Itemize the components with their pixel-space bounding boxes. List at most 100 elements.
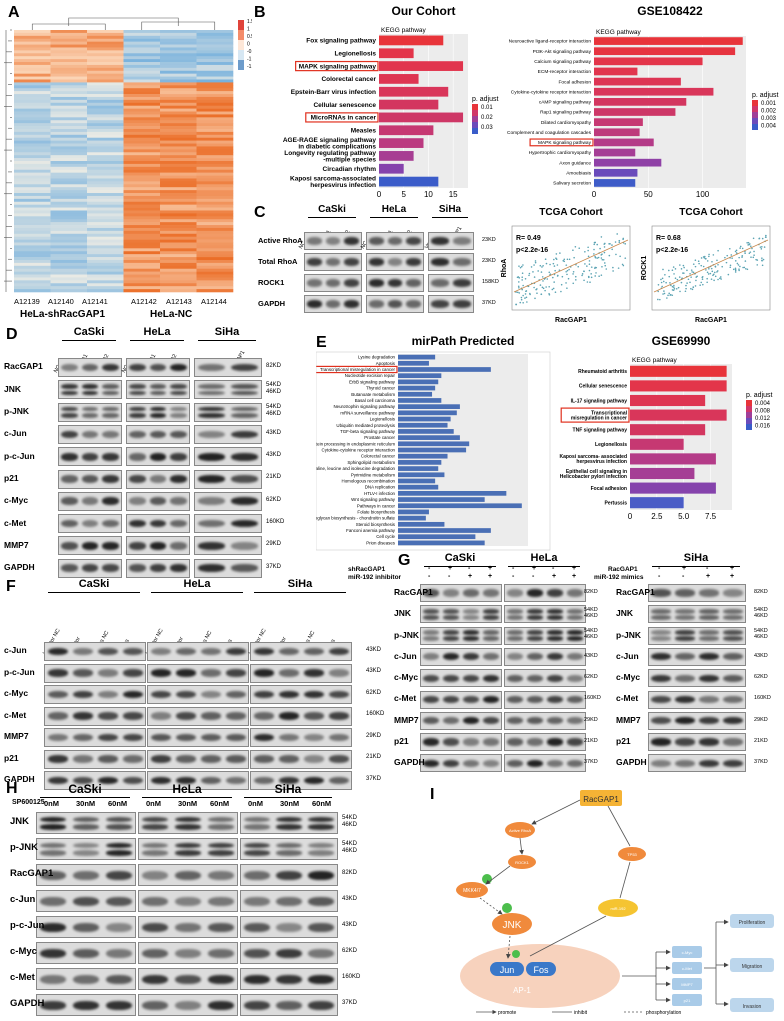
heatmap-cell xyxy=(123,210,161,214)
highlight-box xyxy=(560,407,630,423)
blot-band xyxy=(423,609,439,614)
scatter-point xyxy=(533,264,535,266)
blot-band xyxy=(303,776,324,785)
heatmap-cell xyxy=(14,149,51,153)
bar-label: misregulation in cancer xyxy=(571,415,627,421)
blot-band xyxy=(244,842,270,849)
heatmap-cell xyxy=(14,280,51,284)
blot-band xyxy=(175,669,196,677)
panel-label-i: I xyxy=(430,786,435,803)
bar xyxy=(398,503,522,509)
blot-row-label: ROCK1 xyxy=(258,277,285,287)
heatmap-cell xyxy=(160,216,197,220)
scatter-point xyxy=(741,256,743,258)
scatter-p: p<2.2e-16 xyxy=(516,247,548,254)
blot-strip xyxy=(250,642,352,661)
scatter-point xyxy=(743,266,746,269)
heatmap-cell xyxy=(123,117,161,121)
scatter-point xyxy=(600,236,603,238)
scatter-point xyxy=(559,252,561,254)
blot-band xyxy=(699,630,719,635)
blot-kd-label: 54KD xyxy=(584,606,598,613)
blot-band xyxy=(200,647,221,656)
blot-band xyxy=(170,406,187,412)
scatter-point xyxy=(714,275,717,278)
heatmap-cell xyxy=(160,193,197,197)
bar xyxy=(398,367,491,372)
heatmap-cell xyxy=(87,172,124,176)
heatmap-cell xyxy=(14,105,51,109)
scatter-point xyxy=(574,275,577,278)
heatmap-cell xyxy=(196,213,234,217)
heatmap-cell xyxy=(87,216,124,220)
blot-band xyxy=(174,842,202,849)
blot-strip xyxy=(138,968,238,990)
bar-label: Butanoate metabolism xyxy=(351,392,395,397)
heatmap-cell xyxy=(123,99,161,104)
blot-band xyxy=(507,615,523,620)
heatmap-cell xyxy=(123,114,161,118)
blot-band xyxy=(431,300,449,308)
blot-band xyxy=(723,609,743,614)
blot-row-label: p-c-Jun xyxy=(4,450,35,461)
scatter-point xyxy=(716,271,718,273)
heatmap-cell xyxy=(87,204,124,208)
blot-band xyxy=(507,589,523,597)
heatmap-cell xyxy=(50,198,88,203)
blot-band xyxy=(443,615,459,620)
blot-band xyxy=(102,542,119,550)
heatmap-cell xyxy=(87,158,124,162)
blot-band xyxy=(507,674,523,682)
bar-label: Cell cycle xyxy=(376,534,395,539)
heatmap-cell xyxy=(196,193,234,197)
heatmap-cell xyxy=(50,128,88,133)
scatter-point xyxy=(694,259,697,262)
scatter-point xyxy=(541,276,544,278)
blot-band xyxy=(72,948,100,958)
x-tick: 15 xyxy=(449,190,458,199)
scatter-point xyxy=(700,257,703,259)
heatmap-cell xyxy=(50,175,88,179)
heatmap-cell xyxy=(123,149,161,153)
heatmap-cell xyxy=(123,143,161,147)
heatmap-cell xyxy=(50,73,88,77)
heatmap-cell xyxy=(160,289,197,293)
bar xyxy=(398,460,442,465)
heatmap-cell xyxy=(50,143,88,147)
blot-strip xyxy=(36,890,136,912)
blot-strip xyxy=(240,942,338,964)
scatter-point xyxy=(616,233,618,235)
bar-label: Circadian rhythm xyxy=(323,166,377,173)
heatmap-cell xyxy=(50,140,88,144)
blot-strip xyxy=(194,491,262,511)
scatter-point xyxy=(534,297,536,300)
blot-band xyxy=(97,776,118,785)
blot-strip xyxy=(126,402,190,422)
scatter-point xyxy=(746,241,748,244)
heatmap-cell xyxy=(50,187,88,191)
heatmap-cell xyxy=(196,108,234,112)
heatmap-cell xyxy=(160,120,197,124)
bar-label: ErbB signaling pathway xyxy=(349,379,396,384)
scatter-point xyxy=(566,287,568,289)
heatmap-cell xyxy=(123,268,161,272)
heatmap-cell xyxy=(87,233,124,237)
blot-band xyxy=(231,406,258,412)
panel-e: Lysine degradation Apoptosis Transcription… xyxy=(316,334,782,552)
bar xyxy=(630,497,684,509)
blot-kd-label: 160KD xyxy=(266,519,285,525)
heatmap-cell xyxy=(123,59,161,63)
blot-row-label: p-JNK xyxy=(616,629,642,640)
scatter-point xyxy=(674,277,677,280)
scatter-point xyxy=(587,275,590,278)
scatter-point xyxy=(717,249,719,252)
scatter-point xyxy=(583,279,585,282)
heatmap-cell xyxy=(196,96,234,101)
heatmap-cell xyxy=(160,94,197,98)
blot-row-label: Active RhoA xyxy=(258,235,303,245)
blot-band xyxy=(40,842,67,849)
cmyc-box xyxy=(672,946,702,958)
scatter-point xyxy=(764,236,767,238)
heatmap-cell xyxy=(50,91,88,95)
blot-band xyxy=(105,896,132,906)
